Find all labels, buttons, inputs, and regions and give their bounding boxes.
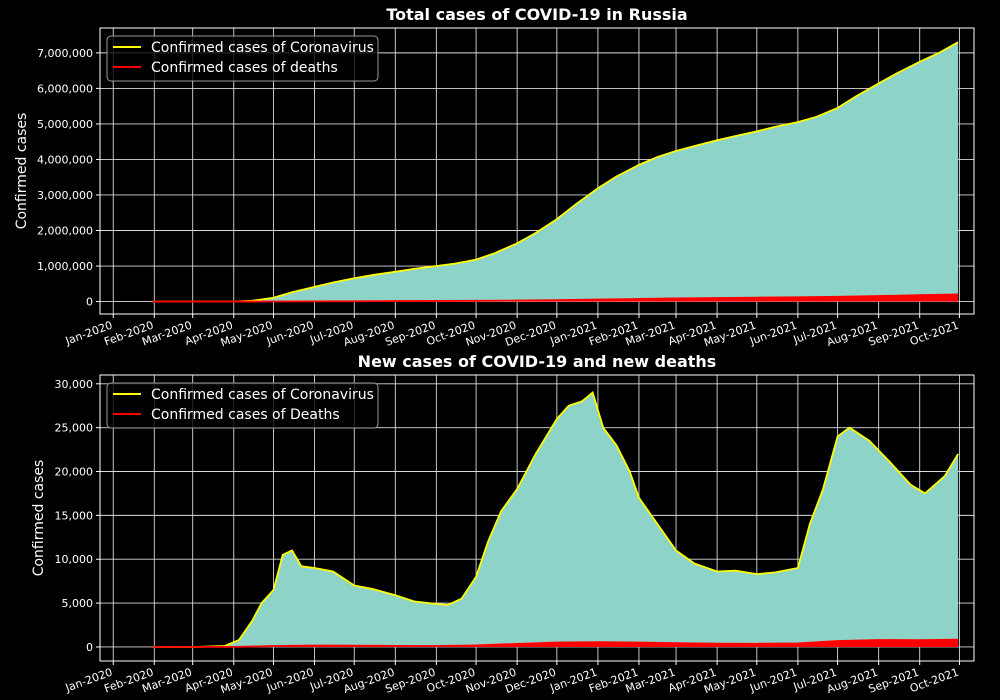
y-tick-label: 10,000 (55, 553, 94, 566)
chart-title: New cases of COVID-19 and new deaths (358, 352, 717, 371)
y-tick-label: 0 (86, 641, 93, 654)
legend-label: Confirmed cases of deaths (151, 60, 338, 76)
legend-box (106, 382, 379, 429)
legend: Confirmed cases of Coronavirus Confirmed … (106, 382, 379, 429)
legend-label: Confirmed cases of Coronavirus (151, 387, 374, 403)
y-tick-label: 5,000 (62, 597, 94, 610)
y-tick-label: 2,000,000 (37, 225, 93, 238)
y-tick-label: 30,000 (55, 378, 94, 391)
y-tick-label: 1,000,000 (37, 260, 93, 273)
series-line-0 (152, 390, 959, 648)
legend-box (106, 35, 379, 82)
y-tick-label: 6,000,000 (37, 82, 93, 95)
y-tick-label: 15,000 (55, 509, 94, 522)
series-line-1 (152, 293, 959, 303)
y-tick-label: 4,000,000 (37, 153, 93, 166)
y-tick-label: 20,000 (55, 466, 94, 479)
y-tick-label: 25,000 (55, 422, 94, 435)
y-tick-label: 0 (86, 296, 93, 309)
y-axis-label: Confirmed cases (14, 113, 30, 230)
plot-frame (99, 27, 975, 315)
chart-title: Total cases of COVID-19 in Russia (386, 5, 687, 24)
y-tick-label: 5,000,000 (37, 118, 93, 131)
legend-label: Confirmed cases of Coronavirus (151, 40, 374, 56)
y-axis-label: Confirmed cases (31, 460, 47, 577)
y-tick-label: 7,000,000 (37, 47, 93, 60)
series-area-0 (152, 42, 959, 302)
legend: Confirmed cases of Coronavirus Confirmed … (106, 35, 379, 82)
plot-frame (99, 374, 975, 662)
legend-label: Confirmed cases of Deaths (151, 407, 340, 423)
y-tick-label: 3,000,000 (37, 189, 93, 202)
series-area-0 (152, 392, 959, 647)
series-area-1 (152, 294, 959, 302)
series-line-0 (152, 41, 959, 303)
series-line-1 (152, 638, 959, 648)
